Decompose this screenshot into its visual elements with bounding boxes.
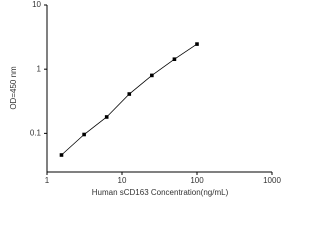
data-point [127, 92, 132, 96]
x-tick-label: 100 [190, 176, 204, 185]
data-point [150, 73, 154, 78]
chart: Human sCD163 Concentration(ng/mL) OD=450… [9, 0, 281, 197]
x-axis-label: Human sCD163 Concentration(ng/mL) [92, 188, 229, 197]
y-tick-label: 0.1 [30, 128, 42, 137]
x-tick-label: 1 [45, 176, 50, 185]
x-tick-label: 1000 [263, 176, 281, 185]
series-line [61, 43, 198, 156]
y-tick-label: 1 [37, 64, 42, 73]
data-point [82, 132, 86, 137]
y-tick-label: 10 [32, 0, 41, 9]
data-point [195, 42, 199, 46]
x-tick-label: 10 [118, 176, 127, 185]
y-axis-label: OD=450 nm [9, 66, 18, 110]
data-point [59, 153, 64, 157]
data-point [172, 57, 177, 62]
data-point [104, 115, 109, 119]
